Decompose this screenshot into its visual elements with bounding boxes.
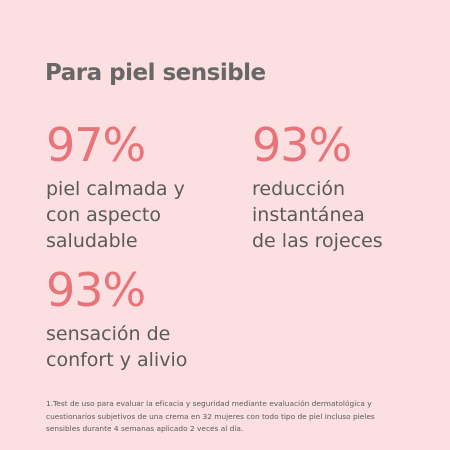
text-line: saludable (46, 230, 138, 252)
stat-value: 93% (252, 118, 352, 172)
footnote: 1.Test de uso para evaluar la eficacia y… (46, 398, 375, 436)
stat-description: piel calmada y con aspecto saludable (46, 176, 185, 254)
text-line: 1.Test de uso para evaluar la eficacia y… (46, 399, 372, 408)
text-line: sensación de (46, 323, 171, 345)
stat-description: reducción instantánea de las rojeces (252, 176, 383, 254)
text-line: instantánea (252, 204, 365, 226)
stat: 97% piel calmada y con aspecto saludable (46, 120, 185, 254)
text-line: cuestionarios subjetivos de una crema en… (46, 411, 375, 421)
text-line: de las rojeces (252, 230, 383, 252)
stat-description: sensación de confort y alivio (46, 321, 187, 373)
text-line: con aspecto (46, 204, 161, 226)
stat-value: 93% (46, 263, 146, 317)
text-line: confort y alivio (46, 349, 188, 371)
text-line: sensibles durante 4 semanas aplicado 2 v… (46, 424, 244, 433)
stat: 93% reducción instantánea de las rojeces (252, 120, 383, 254)
stat: 93% sensación de confort y alivio (46, 265, 187, 373)
title: Para piel sensible (45, 60, 266, 86)
stat-value: 97% (46, 118, 146, 172)
text-line: reducción (252, 178, 346, 200)
text-line: piel calmada y (46, 178, 185, 200)
